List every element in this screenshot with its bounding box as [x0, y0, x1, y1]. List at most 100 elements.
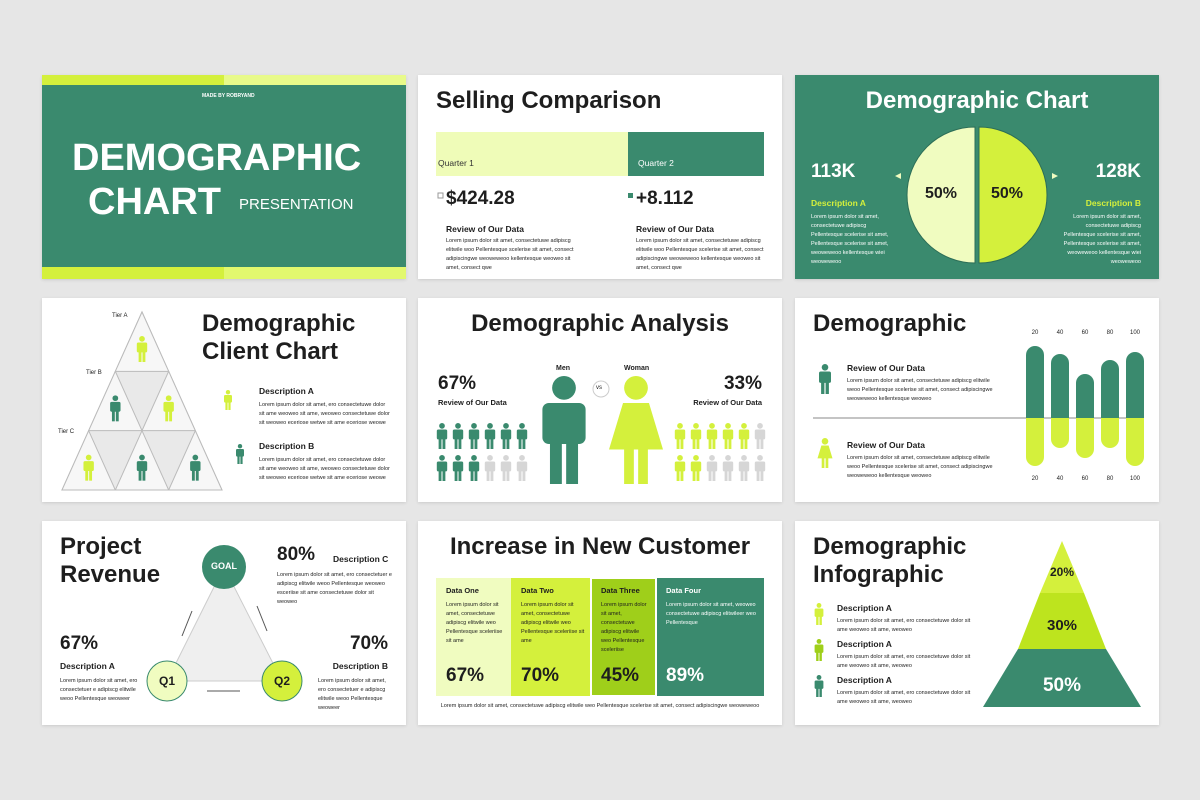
body-text: Lorem ipsum dolor sit amet, consectetuwe…	[446, 238, 574, 271]
pyramid-label: 50%	[1042, 674, 1082, 696]
pyramid-label: 30%	[1046, 616, 1078, 634]
shape	[190, 461, 201, 472]
shape	[518, 469, 522, 481]
shape	[552, 376, 576, 400]
shape	[814, 608, 824, 617]
shape	[674, 429, 686, 440]
label: Description A	[837, 639, 892, 649]
value: 80%	[277, 544, 316, 565]
shape	[522, 437, 526, 449]
shape	[166, 565, 283, 682]
slide: Demographic Chart 50% 50% 113K Description A…	[795, 75, 1159, 279]
slide-title: Client Chart	[202, 338, 339, 365]
shape	[816, 675, 822, 680]
slide-title: DEMOGRAPHIC	[72, 137, 362, 179]
shape	[240, 455, 243, 464]
shape	[708, 437, 712, 449]
tier-label: Tier A	[112, 313, 128, 319]
tick-label: 60	[1081, 330, 1089, 336]
shape	[224, 395, 232, 403]
body-text: Lorem ipsum dolor sit amet, consectetuwe…	[847, 378, 993, 402]
shape	[519, 423, 525, 429]
shape	[895, 173, 901, 179]
shape	[677, 423, 683, 429]
slide-title: Infographic	[813, 561, 944, 588]
shape	[609, 403, 663, 450]
shape	[978, 126, 1048, 264]
shape	[983, 649, 1141, 707]
shape	[821, 380, 825, 394]
shape	[237, 444, 243, 449]
shape	[142, 468, 146, 481]
shape	[1026, 409, 1044, 418]
slide-title: Project	[60, 533, 142, 560]
shape	[487, 423, 493, 429]
shape	[821, 364, 829, 371]
shape	[225, 401, 228, 410]
shape	[516, 429, 528, 440]
shape	[165, 409, 169, 422]
shape	[503, 423, 509, 429]
shape	[680, 469, 684, 481]
shape	[202, 545, 246, 589]
body-text: Lorem ipsum dolor sit amet, consectetuwe…	[847, 455, 993, 479]
shape	[819, 651, 822, 661]
shape	[816, 687, 819, 697]
slide-title: Demographic Analysis	[471, 310, 729, 337]
shape	[518, 437, 522, 449]
value: 67%	[446, 665, 485, 686]
slide-title: Demographic Chart	[865, 87, 1089, 114]
shape	[165, 395, 172, 402]
slide-graphics	[436, 376, 766, 484]
column-name: Data Two	[521, 586, 554, 595]
node-label: Q2	[273, 674, 290, 688]
shape	[744, 437, 748, 449]
node-label: Q1	[158, 674, 175, 688]
shape	[628, 132, 764, 176]
shape	[1018, 593, 1106, 649]
person-icon	[819, 364, 831, 394]
shape	[112, 395, 119, 402]
shape	[111, 409, 115, 422]
shape	[624, 447, 634, 484]
shape	[142, 350, 146, 362]
value: $424.28	[446, 188, 515, 209]
shape	[436, 429, 448, 440]
shape	[819, 371, 831, 383]
person-icon	[516, 455, 528, 481]
body-text: Lorem ipsum dolor sit amet, consectetuwe…	[811, 214, 889, 265]
person-icon	[136, 454, 148, 481]
shape	[692, 437, 696, 449]
slide: Demographic Analysis Men Woman vs 67% Review …	[418, 298, 782, 502]
column-name: Data Three	[601, 586, 640, 595]
value: 45%	[601, 665, 640, 686]
shape	[139, 454, 145, 461]
shape	[474, 469, 478, 481]
shape	[474, 437, 478, 449]
heading: Review of Our Data	[446, 224, 524, 234]
shape	[692, 469, 696, 481]
value: 128K	[1095, 161, 1141, 182]
shape	[191, 468, 195, 481]
shape	[1040, 541, 1084, 593]
shape	[590, 577, 657, 697]
shape	[468, 461, 480, 472]
value: 70%	[349, 633, 388, 654]
label: Description A	[259, 386, 314, 396]
person-icon	[690, 455, 702, 481]
shape	[261, 660, 303, 702]
shape	[139, 336, 145, 342]
subtitle: PRESENTATION	[239, 196, 354, 213]
slide-graphics	[42, 75, 406, 279]
slide-graphics	[436, 577, 764, 697]
shape	[438, 437, 442, 449]
heading: Review of Our Data	[847, 440, 925, 450]
person-icon	[814, 675, 824, 697]
value: 70%	[521, 665, 560, 686]
shape	[486, 437, 490, 449]
shape	[502, 469, 506, 481]
shape	[1126, 409, 1144, 418]
shape	[754, 461, 766, 472]
shape	[490, 437, 494, 449]
